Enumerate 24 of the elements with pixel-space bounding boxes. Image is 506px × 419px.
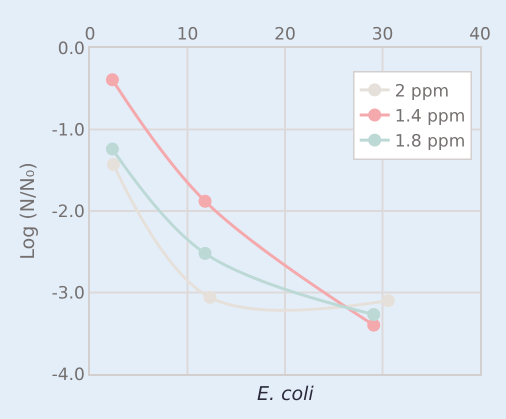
x-tick-label: 30: [372, 24, 394, 44]
x-tick-label: 20: [274, 24, 296, 44]
point: [382, 294, 395, 308]
x-axis-title: E. coli: [257, 383, 314, 405]
y-tick-label: -1.0: [52, 120, 85, 140]
x-tick-label: 10: [176, 24, 198, 44]
x-tick-label: 40: [469, 24, 491, 44]
point: [198, 246, 212, 260]
point: [106, 142, 119, 156]
point: [367, 308, 380, 322]
point: [106, 158, 120, 172]
y-tick-label: 0.0: [58, 38, 85, 59]
point: [367, 318, 380, 332]
legend-label: 1.8 ppm: [394, 132, 466, 152]
y-tick-label: -2.0: [52, 202, 85, 222]
point: [198, 194, 212, 208]
point: [203, 290, 216, 304]
y-tick-label: -4.0: [52, 364, 85, 385]
x-tick-label: 0: [84, 24, 96, 44]
y-axis-title: Log (N/N₀): [17, 162, 40, 260]
legend-label: 1.4 ppm: [394, 106, 466, 127]
y-tick-label: -3.0: [52, 283, 85, 304]
legend-label: 2 ppm: [394, 82, 450, 102]
point: [106, 73, 119, 86]
